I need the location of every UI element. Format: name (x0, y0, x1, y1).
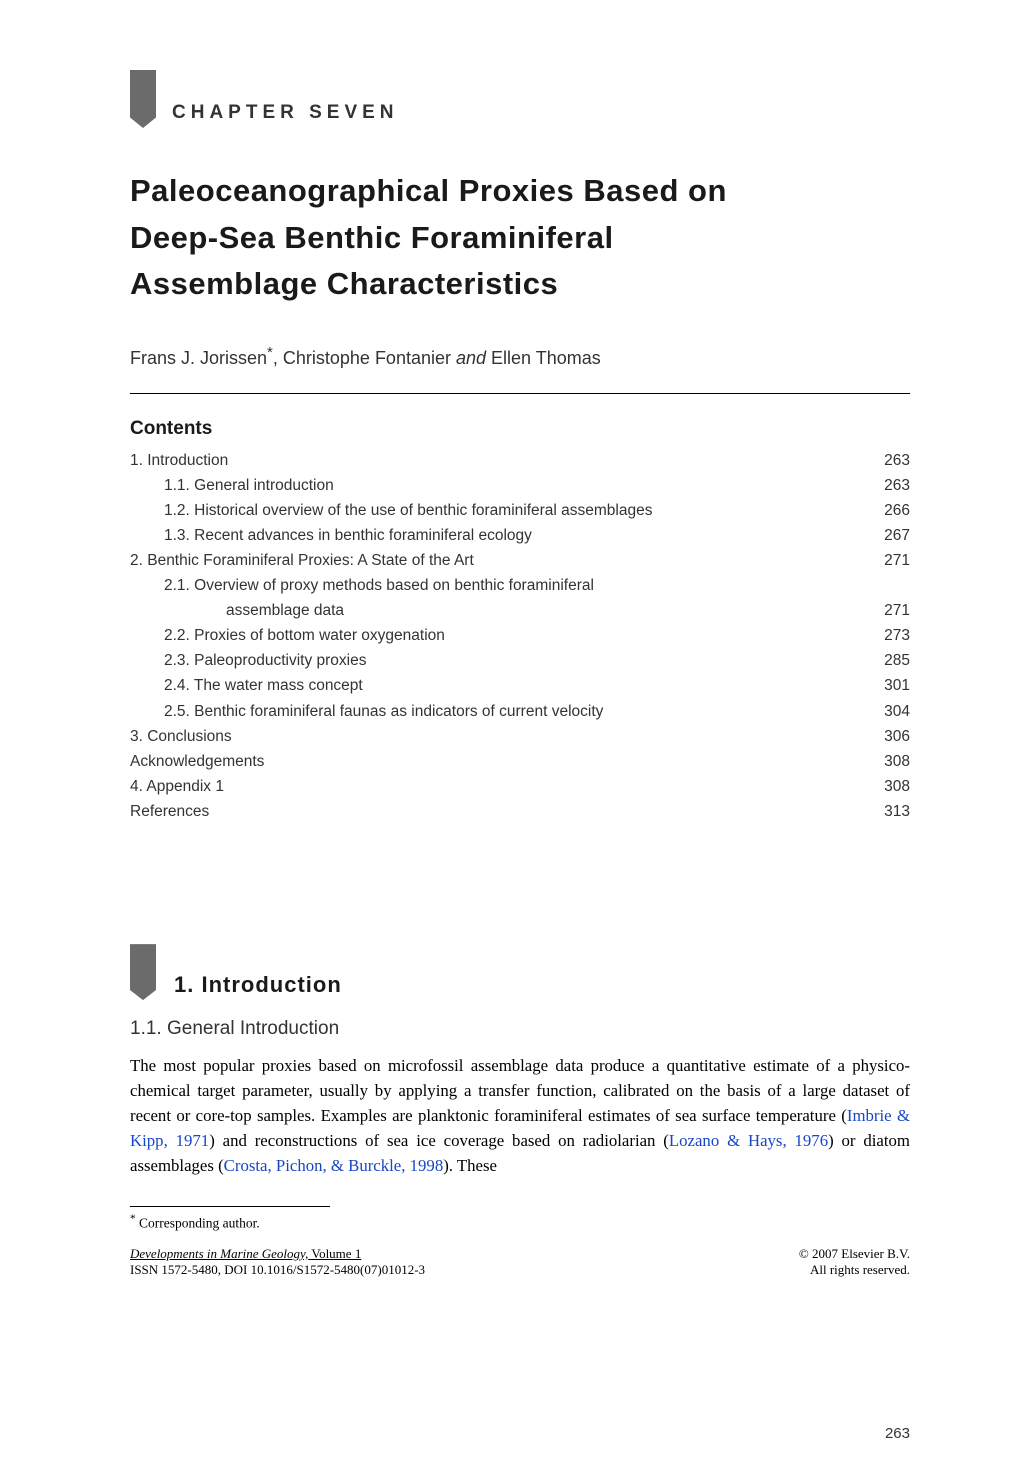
body-paragraph: The most popular proxies based on microf… (130, 1054, 910, 1178)
toc-row: 1. Introduction263 (130, 448, 910, 473)
toc-label: assemblage data (130, 598, 870, 623)
chapter-arrow-icon (130, 70, 156, 128)
title-line-2: Deep-Sea Benthic Foraminiferal (130, 220, 614, 255)
footer-journal: Developments in Marine Geology, (130, 1246, 308, 1261)
toc-page: 273 (870, 623, 910, 648)
toc-page: 306 (870, 724, 910, 749)
toc-label: 1.3. Recent advances in benthic foramini… (130, 523, 870, 548)
toc-row: 2. Benthic Foraminiferal Proxies: A Stat… (130, 548, 910, 573)
author-mid: , Christophe Fontanier (273, 348, 456, 368)
footnote-text: Corresponding author. (136, 1216, 260, 1231)
toc-row: References313 (130, 799, 910, 824)
footer-volume: Volume 1 (308, 1246, 361, 1261)
toc-label: 4. Appendix 1 (130, 774, 870, 799)
toc-label: 2.5. Benthic foraminiferal faunas as ind… (130, 699, 870, 724)
toc-page: 266 (870, 498, 910, 523)
footer: Developments in Marine Geology, Volume 1… (130, 1246, 910, 1278)
toc-label: 2.2. Proxies of bottom water oxygenation (130, 623, 870, 648)
toc-page (870, 573, 910, 598)
toc-label: Acknowledgements (130, 749, 870, 774)
section-heading: 1. Introduction (174, 972, 342, 1000)
toc-row: 1.2. Historical overview of the use of b… (130, 498, 910, 523)
toc-row: Acknowledgements308 (130, 749, 910, 774)
toc-page: 271 (870, 598, 910, 623)
page-number: 263 (885, 1425, 910, 1442)
footer-rights: All rights reserved. (810, 1262, 910, 1277)
toc-label: 2.4. The water mass concept (130, 673, 870, 698)
subsection-heading: 1.1. General Introduction (130, 1018, 910, 1040)
para-t4: ). These (443, 1156, 497, 1175)
para-t2: ) and reconstructions of sea ice coverag… (209, 1131, 669, 1150)
toc-page: 285 (870, 648, 910, 673)
toc-label: 3. Conclusions (130, 724, 870, 749)
toc-row: 2.5. Benthic foraminiferal faunas as ind… (130, 699, 910, 724)
footer-copyright: © 2007 Elsevier B.V. (799, 1246, 910, 1261)
toc-page: 263 (870, 448, 910, 473)
author-1: Frans J. Jorissen (130, 348, 267, 368)
toc-row: 2.2. Proxies of bottom water oxygenation… (130, 623, 910, 648)
toc-page: 308 (870, 774, 910, 799)
toc-label: 1. Introduction (130, 448, 870, 473)
toc-row: 2.4. The water mass concept301 (130, 673, 910, 698)
toc-label: 2.1. Overview of proxy methods based on … (130, 573, 870, 598)
footer-issn-doi: ISSN 1572-5480, DOI 10.1016/S1572-5480(0… (130, 1262, 425, 1277)
toc-row: 1.1. General introduction263 (130, 473, 910, 498)
section-head-row: 1. Introduction (130, 944, 910, 1000)
toc-page: 301 (870, 673, 910, 698)
citation-link-3[interactable]: Crosta, Pichon, & Burckle, 1998 (224, 1156, 444, 1175)
table-of-contents: 1. Introduction2631.1. General introduct… (130, 448, 910, 825)
author-and: and (456, 348, 486, 368)
toc-row: 4. Appendix 1308 (130, 774, 910, 799)
toc-page: 263 (870, 473, 910, 498)
toc-page: 271 (870, 548, 910, 573)
contents-heading: Contents (130, 418, 910, 440)
footnote: * Corresponding author. (130, 1213, 910, 1232)
toc-label: References (130, 799, 870, 824)
toc-label: 1.1. General introduction (130, 473, 870, 498)
toc-label: 2.3. Paleoproductivity proxies (130, 648, 870, 673)
title-line-1: Paleoceanographical Proxies Based on (130, 173, 727, 208)
chapter-label-row: CHAPTER SEVEN (130, 70, 910, 128)
author-3: Ellen Thomas (486, 348, 601, 368)
title-line-3: Assemblage Characteristics (130, 266, 558, 301)
page: CHAPTER SEVEN Paleoceanographical Proxie… (0, 0, 1020, 1482)
citation-link-2[interactable]: Lozano & Hays, 1976 (669, 1131, 828, 1150)
toc-row: 1.3. Recent advances in benthic foramini… (130, 523, 910, 548)
section-arrow-icon (130, 944, 156, 1000)
toc-row: 2.3. Paleoproductivity proxies285 (130, 648, 910, 673)
toc-row: 2.1. Overview of proxy methods based on … (130, 573, 910, 598)
toc-label: 2. Benthic Foraminiferal Proxies: A Stat… (130, 548, 870, 573)
toc-label: 1.2. Historical overview of the use of b… (130, 498, 870, 523)
chapter-label: CHAPTER SEVEN (172, 102, 399, 128)
toc-page: 304 (870, 699, 910, 724)
footer-right: © 2007 Elsevier B.V. All rights reserved… (799, 1246, 910, 1278)
para-t1: The most popular proxies based on microf… (130, 1056, 910, 1125)
chapter-title: Paleoceanographical Proxies Based on Dee… (130, 168, 910, 308)
toc-page: 308 (870, 749, 910, 774)
footer-left: Developments in Marine Geology, Volume 1… (130, 1246, 425, 1278)
toc-page: 267 (870, 523, 910, 548)
authors: Frans J. Jorissen*, Christophe Fontanier… (130, 344, 910, 369)
toc-row: assemblage data271 (130, 598, 910, 623)
rule-top (130, 393, 910, 394)
footnote-rule (130, 1206, 330, 1207)
toc-row: 3. Conclusions306 (130, 724, 910, 749)
toc-page: 313 (870, 799, 910, 824)
